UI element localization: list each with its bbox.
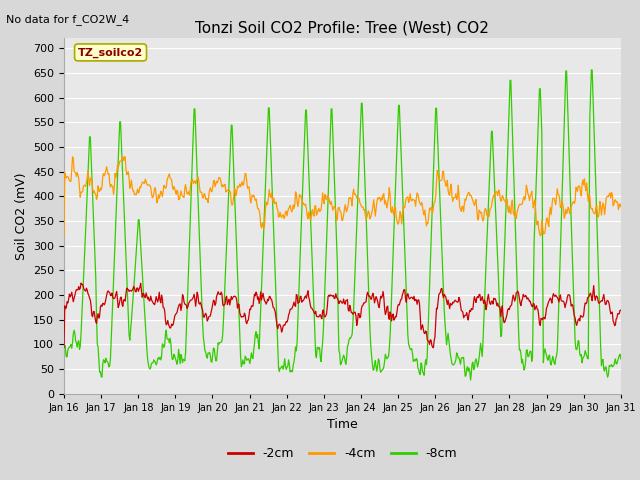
-2cm [214, 289, 222, 295]
Legend: -2cm, -4cm, -8cm: -2cm, -4cm, -8cm [223, 443, 462, 466]
Text: No data for f_CO2W_4: No data for f_CO2W_4 [6, 14, 130, 25]
Line: -8cm: -8cm [64, 70, 621, 380]
X-axis label: Time: Time [327, 418, 358, 431]
-2cm [128, 288, 136, 293]
-4cm [71, 169, 79, 175]
Text: TZ_soilco2: TZ_soilco2 [78, 47, 143, 58]
Title: Tonzi Soil CO2 Profile: Tree (West) CO2: Tonzi Soil CO2 Profile: Tree (West) CO2 [195, 21, 490, 36]
-2cm [411, 298, 419, 303]
-4cm [617, 204, 625, 210]
-2cm [428, 337, 435, 343]
Line: -4cm: -4cm [64, 157, 621, 236]
-4cm [411, 198, 419, 204]
-4cm [128, 184, 136, 190]
Y-axis label: Soil CO2 (mV): Soil CO2 (mV) [15, 172, 28, 260]
-8cm [410, 358, 418, 364]
-4cm [428, 204, 435, 210]
Line: -2cm: -2cm [64, 283, 621, 348]
-2cm [185, 300, 193, 306]
-2cm [429, 345, 437, 351]
-8cm [127, 318, 135, 324]
-4cm [214, 178, 222, 183]
-8cm [184, 285, 192, 291]
-4cm [60, 233, 68, 239]
-8cm [60, 364, 68, 370]
-2cm [60, 345, 68, 350]
-8cm [617, 356, 625, 362]
-8cm [588, 67, 595, 73]
-4cm [68, 154, 76, 160]
-2cm [617, 308, 625, 313]
-2cm [77, 280, 85, 286]
-8cm [426, 261, 434, 267]
-4cm [185, 189, 193, 195]
-8cm [467, 377, 474, 383]
-8cm [214, 348, 221, 354]
-2cm [70, 295, 78, 301]
-8cm [70, 327, 78, 333]
